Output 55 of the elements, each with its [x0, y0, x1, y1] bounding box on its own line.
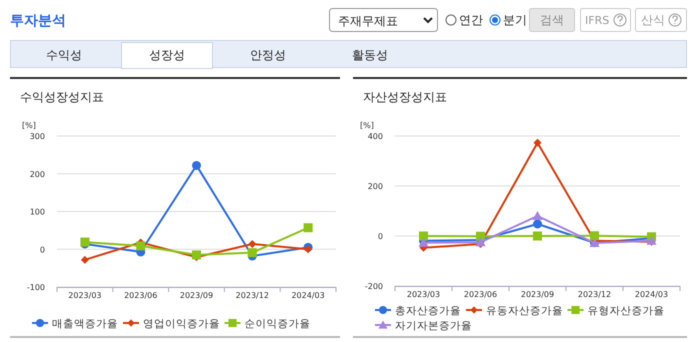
y-tick-label: 300: [30, 132, 45, 141]
point: [248, 240, 256, 248]
text: 성장성: [149, 48, 185, 62]
y-tick-label: 200: [30, 170, 45, 179]
text: 투자분석: [10, 13, 66, 29]
point: [136, 241, 146, 250]
point: [192, 250, 201, 260]
legend-label: 영업이익증가율: [143, 318, 220, 330]
text: 분기: [503, 13, 527, 27]
point: [80, 256, 89, 264]
legend-label: 총자산증가율: [395, 305, 461, 317]
y-tick-label: 400: [368, 132, 383, 141]
legend-label: 자기자본증가율: [395, 320, 472, 332]
x-tick-label: 2023/09: [180, 291, 214, 300]
chart-title: 수익성장성지표: [20, 90, 104, 104]
text: 수익성: [46, 48, 82, 62]
point: [532, 211, 542, 220]
x-tick-label: 2023/06: [464, 290, 498, 299]
y-tick-label: 0: [378, 232, 383, 241]
text: IFRS: [585, 14, 610, 27]
text: 검색: [540, 13, 564, 27]
point: [533, 220, 542, 228]
legend-label: 유형자산증가율: [588, 305, 664, 317]
y-tick-label: 100: [30, 208, 45, 216]
y-tick-label: -200: [364, 282, 383, 291]
legend-label: 매출액증가율: [52, 318, 118, 330]
x-tick-label: 2023/03: [406, 290, 440, 299]
x-tick-label: 2023/09: [520, 290, 554, 299]
x-tick-label: 2023/06: [124, 291, 158, 300]
y-axis-title: [%]: [360, 121, 374, 130]
point: [533, 232, 542, 240]
x-tick-label: 2023/12: [236, 291, 269, 300]
point: [419, 232, 428, 240]
point: [304, 245, 312, 254]
y-tick-label: -100: [26, 283, 45, 292]
legend-label: 순이익증가율: [244, 318, 310, 330]
text: 안정성: [250, 48, 286, 62]
y-axis-title: [%]: [22, 121, 36, 130]
x-tick-label: 2024/03: [634, 290, 668, 299]
text: 활동성: [352, 48, 388, 62]
text: 산식: [641, 13, 665, 27]
y-tick-label: 200: [368, 182, 383, 191]
point: [192, 160, 201, 170]
point: [248, 248, 257, 258]
text: 연간: [459, 13, 483, 27]
y-tick-label: 0: [40, 245, 45, 254]
text: 주재무제표: [338, 14, 398, 28]
x-tick-label: 2023/03: [68, 291, 102, 300]
point: [590, 231, 599, 240]
legend-label: 유동자산증가율: [486, 305, 563, 317]
chart-title: 자산성장성지표: [363, 90, 447, 104]
x-tick-label: 2024/03: [291, 291, 325, 300]
x-tick-label: 2023/12: [578, 290, 612, 299]
point: [304, 223, 313, 232]
point: [534, 138, 542, 147]
